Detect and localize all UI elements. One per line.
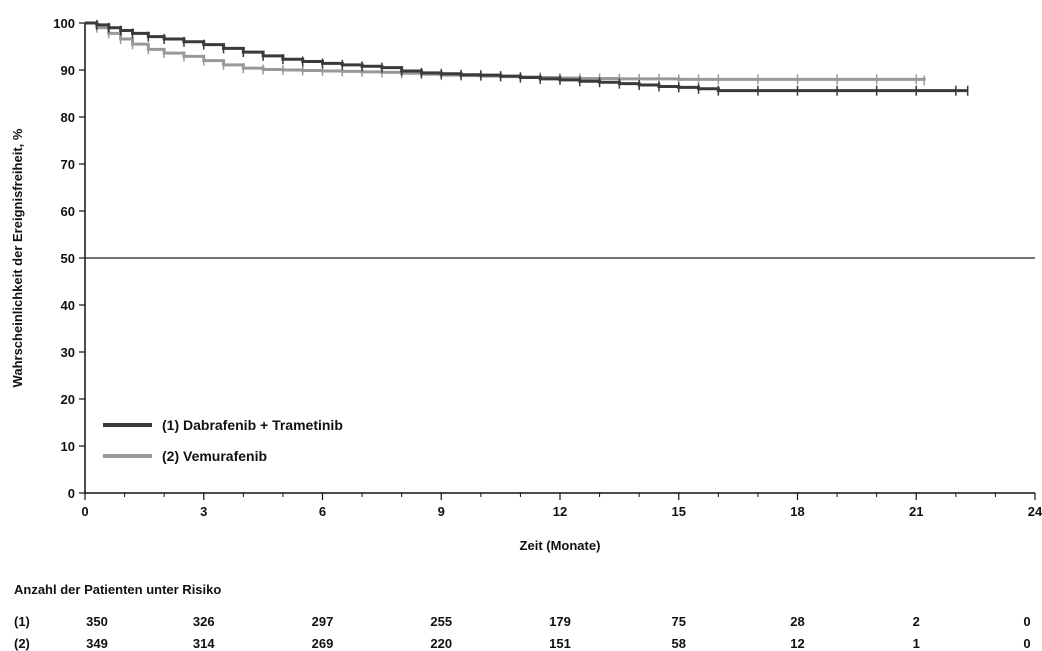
risk-value: 0 [1023, 614, 1031, 629]
risk-value: 297 [311, 614, 334, 629]
y-tick-label: 60 [61, 204, 75, 219]
risk-value: 314 [192, 636, 215, 651]
axes: 0 10 20 30 40 50 60 70 80 90 100 0 3 6 9 12 15 18 21 24 [53, 16, 1042, 519]
x-tick-label: 9 [438, 504, 445, 519]
x-tick-label: 18 [790, 504, 804, 519]
risk-value: 28 [790, 614, 805, 629]
y-tick-label: 90 [61, 63, 75, 78]
y-tick-label: 100 [53, 16, 75, 31]
km-chart: 0 10 20 30 40 50 60 70 80 90 100 0 3 6 9 12 15 18 21 24 (1)… [10, 16, 1042, 553]
x-tick-label: 24 [1028, 504, 1042, 519]
x-tick-label: 15 [672, 504, 686, 519]
risk-table-title: Anzahl der Patienten unter Risiko [14, 582, 222, 597]
y-tick-label: 0 [68, 486, 75, 501]
risk-table: Anzahl der Patienten unter Risiko (1) 350… [0, 582, 1042, 651]
risk-value: 350 [86, 614, 108, 629]
risk-row-label: (2) [14, 636, 30, 651]
y-tick-label: 20 [61, 392, 75, 407]
series-line [85, 21, 926, 81]
risk-value: 12 [790, 636, 805, 651]
risk-value: 75 [671, 614, 686, 629]
risk-value: 58 [671, 636, 686, 651]
y-tick-label: 50 [61, 251, 75, 266]
x-tick-label: 3 [200, 504, 207, 519]
legend-label: (2) Vemurafenib [162, 448, 267, 464]
y-axis-title: Wahrscheinlichkeit der Ereignisfreiheit,… [10, 128, 25, 387]
series-1 [85, 19, 969, 96]
y-tick-label: 70 [61, 157, 75, 172]
y-tick-label: 10 [61, 439, 75, 454]
risk-value: 326 [192, 614, 215, 629]
y-tick-label: 40 [61, 298, 75, 313]
x-tick-label: 12 [553, 504, 567, 519]
risk-value: 179 [549, 614, 571, 629]
legend: (1) Dabrafenib + Trametinib (2) Vemurafen… [103, 417, 343, 464]
x-tick-label: 0 [81, 504, 88, 519]
risk-value: 2 [912, 614, 920, 629]
risk-value: 255 [430, 614, 453, 629]
risk-value: 0 [1023, 636, 1031, 651]
legend-label: (1) Dabrafenib + Trametinib [162, 417, 343, 433]
risk-value: 269 [311, 636, 334, 651]
risk-value: 1 [912, 636, 920, 651]
series-layer [85, 19, 969, 96]
risk-row-label: (1) [14, 614, 30, 629]
y-tick-label: 80 [61, 110, 75, 125]
risk-value: 220 [430, 636, 453, 651]
risk-value: 151 [549, 636, 571, 651]
x-tick-label: 21 [909, 504, 923, 519]
risk-value: 349 [86, 636, 108, 651]
x-tick-label: 6 [319, 504, 326, 519]
y-tick-label: 30 [61, 345, 75, 360]
x-axis-title: Zeit (Monate) [520, 538, 601, 553]
